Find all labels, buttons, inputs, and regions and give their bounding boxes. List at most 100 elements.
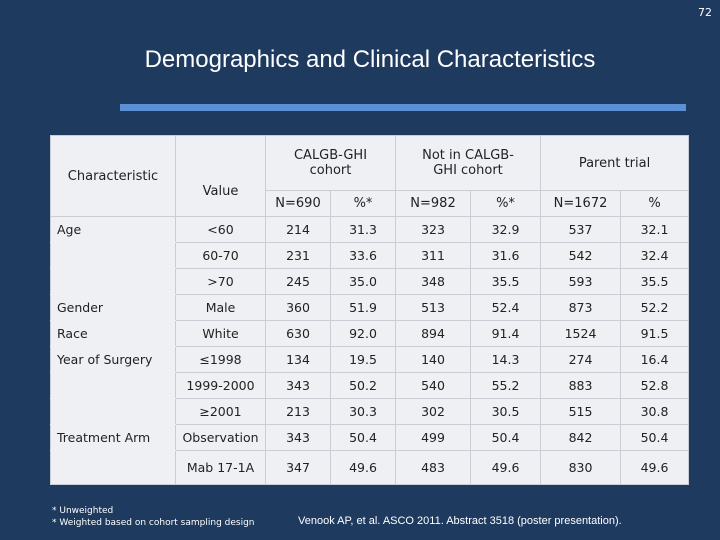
characteristic-cell: Year of Surgery	[50, 346, 176, 373]
citation: Venook AP, et al. ASCO 2011. Abstract 35…	[298, 515, 622, 527]
table-cell: 513	[395, 294, 471, 321]
table-cell: 31.6	[469, 242, 542, 269]
characteristic-cell: Gender	[50, 294, 176, 321]
table-cell: 883	[540, 372, 622, 399]
table-cell: 323	[395, 216, 471, 243]
table-cell: 245	[265, 268, 331, 295]
table-cell: 52.8	[620, 372, 690, 399]
table-cell: 14.3	[469, 346, 542, 373]
characteristic-cell	[50, 398, 176, 425]
characteristic-cell	[50, 242, 176, 269]
table-cell: 35.5	[469, 268, 542, 295]
value-cell: Mab 17-1A	[175, 450, 266, 485]
table-cell: 92.0	[330, 320, 396, 347]
table-cell: 32.9	[469, 216, 542, 243]
table-cell: 360	[265, 294, 331, 321]
table-cell: 842	[540, 424, 622, 451]
title-underline	[120, 104, 686, 111]
data-table: Characteristic Value CALGB-GHI cohort Not i…	[50, 135, 690, 485]
table-cell: 343	[265, 372, 331, 399]
table-cell: 302	[395, 398, 471, 425]
table-cell: 19.5	[330, 346, 396, 373]
table-cell: 134	[265, 346, 331, 373]
table-cell: 52.2	[620, 294, 690, 321]
footnotes: * Unweighted * Weighted based on cohort s…	[52, 505, 255, 529]
table-row: Gender Male 360 51.9 513 52.4 873 52.2	[50, 294, 690, 321]
table-cell: 31.3	[330, 216, 396, 243]
table-row: Year of Surgery ≤1998 134 19.5 140 14.3 274 16.…	[50, 346, 690, 373]
header-cell: %*	[330, 190, 396, 217]
table-cell: 274	[540, 346, 622, 373]
value-cell: Observation	[175, 424, 266, 451]
table-cell: 49.6	[330, 450, 396, 485]
slide-title: Demographics and Clinical Characteristic…	[144, 46, 596, 73]
table-cell: 50.4	[620, 424, 690, 451]
table-cell: 91.5	[620, 320, 690, 347]
header-cell: N=690	[265, 190, 331, 217]
header-row: Characteristic Value CALGB-GHI cohort Not i…	[50, 135, 690, 217]
table-cell: 32.1	[620, 216, 690, 243]
characteristic-cell: Treatment Arm	[50, 424, 176, 451]
characteristic-cell	[50, 450, 176, 485]
table-cell: 55.2	[469, 372, 542, 399]
table-cell: 873	[540, 294, 622, 321]
footnote: * Weighted based on cohort sampling desi…	[52, 518, 255, 528]
table-cell: 33.6	[330, 242, 396, 269]
table-row: 1999-2000 343 50.2 540 55.2 883 52.8	[50, 372, 690, 399]
table-cell: 16.4	[620, 346, 690, 373]
value-cell: ≥2001	[175, 398, 266, 425]
value-cell: Male	[175, 294, 266, 321]
header-cell: Value	[175, 135, 266, 217]
table-cell: 483	[395, 450, 471, 485]
table-cell: 50.4	[330, 424, 396, 451]
table-cell: 540	[395, 372, 471, 399]
value-cell: ≤1998	[175, 346, 266, 373]
header-cell: Characteristic	[50, 135, 176, 217]
header-cell: %	[620, 190, 690, 217]
table-cell: 537	[540, 216, 622, 243]
value-cell: 60-70	[175, 242, 266, 269]
table-cell: 49.6	[620, 450, 690, 485]
header-group: CALGB-GHI cohort	[265, 135, 396, 191]
table-cell: 348	[395, 268, 471, 295]
header-cell: N=982	[395, 190, 471, 217]
table-cell: 499	[395, 424, 471, 451]
value-cell: >70	[175, 268, 266, 295]
table-cell: 894	[395, 320, 471, 347]
table-cell: 32.4	[620, 242, 690, 269]
header-group: Parent trial	[540, 135, 690, 191]
characteristic-cell: Age	[50, 216, 176, 243]
table-cell: 311	[395, 242, 471, 269]
footnote: * Unweighted	[52, 506, 114, 516]
characteristic-cell: Race	[50, 320, 176, 347]
table-cell: 30.3	[330, 398, 396, 425]
table-cell: 214	[265, 216, 331, 243]
value-cell: 1999-2000	[175, 372, 266, 399]
table-cell: 91.4	[469, 320, 542, 347]
table-cell: 213	[265, 398, 331, 425]
table-row: Treatment Arm Observation 343 50.4 499 50.4 84…	[50, 424, 690, 451]
table-row: Age <60 214 31.3 323 32.9 537 32.1	[50, 216, 690, 243]
characteristic-cell	[50, 268, 176, 295]
table-row: 60-70 231 33.6 311 31.6 542 32.4	[50, 242, 690, 269]
header-cell: N=1672	[540, 190, 622, 217]
table-cell: 30.8	[620, 398, 690, 425]
table-cell: 30.5	[469, 398, 542, 425]
table-cell: 140	[395, 346, 471, 373]
table-cell: 830	[540, 450, 622, 485]
table-cell: 343	[265, 424, 331, 451]
characteristic-cell	[50, 372, 176, 399]
table-cell: 35.0	[330, 268, 396, 295]
table-row: >70 245 35.0 348 35.5 593 35.5	[50, 268, 690, 295]
table-row: Mab 17-1A 347 49.6 483 49.6 830 49.6	[50, 450, 690, 485]
value-cell: <60	[175, 216, 266, 243]
table-cell: 50.4	[469, 424, 542, 451]
value-cell: White	[175, 320, 266, 347]
table-cell: 51.9	[330, 294, 396, 321]
table-cell: 1524	[540, 320, 622, 347]
header-group: Not in CALGB-GHI cohort	[394, 135, 542, 191]
table-cell: 52.4	[469, 294, 542, 321]
table-cell: 50.2	[330, 372, 396, 399]
table-cell: 49.6	[469, 450, 542, 485]
